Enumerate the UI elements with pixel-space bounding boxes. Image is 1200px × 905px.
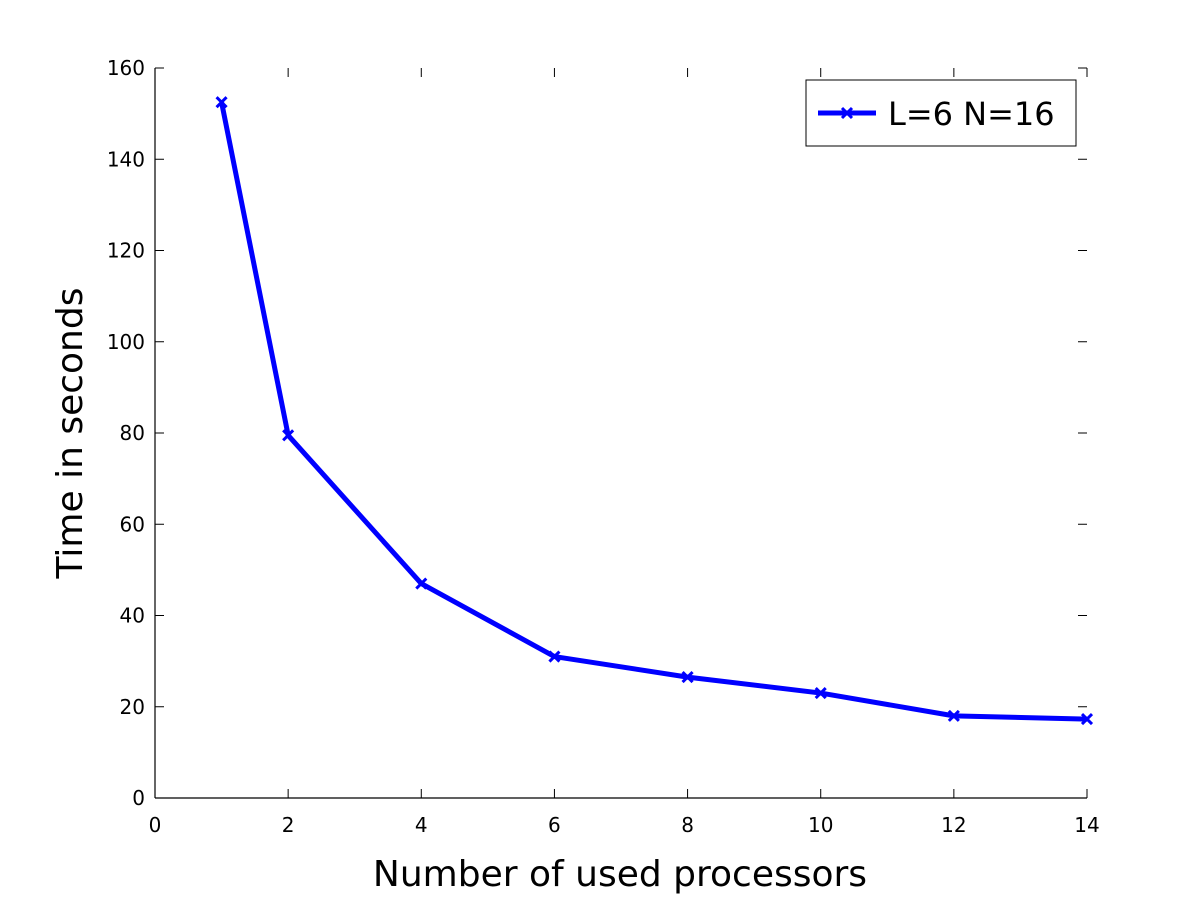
y-tick-label: 80 — [120, 421, 145, 445]
data-point-marker — [947, 709, 960, 722]
y-axis-title: Time in seconds — [50, 288, 91, 580]
data-point-marker — [415, 577, 428, 590]
data-point-marker — [548, 650, 561, 663]
y-tick-label: 0 — [132, 786, 145, 810]
x-tick-label: 6 — [548, 813, 561, 837]
data-point-marker — [814, 687, 827, 700]
y-tick-label: 140 — [107, 147, 145, 171]
x-tick-label: 0 — [149, 813, 162, 837]
x-tick-label: 8 — [681, 813, 694, 837]
y-tick-label: 160 — [107, 56, 145, 80]
y-axis-ticks: 0 20 40 60 80 100 120 140 160 — [107, 56, 1087, 810]
data-point-marker — [282, 429, 295, 442]
data-point-marker — [681, 671, 694, 684]
data-point-marker — [1080, 713, 1094, 726]
legend-label: L=6 N=16 — [888, 95, 1055, 133]
x-tick-label: 4 — [415, 813, 428, 837]
y-tick-label: 20 — [120, 695, 145, 719]
series-layer — [215, 96, 1094, 726]
data-point-marker — [215, 96, 228, 109]
legend-swatch-marker — [840, 106, 854, 120]
y-tick-label: 100 — [107, 330, 145, 354]
y-tick-label: 120 — [107, 239, 145, 263]
x-axis-title: Number of used processors — [373, 854, 867, 895]
series-line — [219, 101, 1088, 722]
legend: L=6 N=16 — [805, 79, 1077, 147]
y-tick-label: 60 — [120, 512, 145, 536]
x-tick-label: 14 — [1074, 813, 1099, 837]
plot-area — [155, 68, 1087, 798]
x-tick-label: 10 — [808, 813, 833, 837]
legend-marker-x — [840, 106, 854, 120]
x-axis-ticks: 0 2 4 6 8 10 12 14 — [149, 68, 1100, 837]
y-tick-label: 40 — [120, 604, 145, 628]
x-tick-label: 2 — [282, 813, 295, 837]
x-tick-label: 12 — [941, 813, 966, 837]
